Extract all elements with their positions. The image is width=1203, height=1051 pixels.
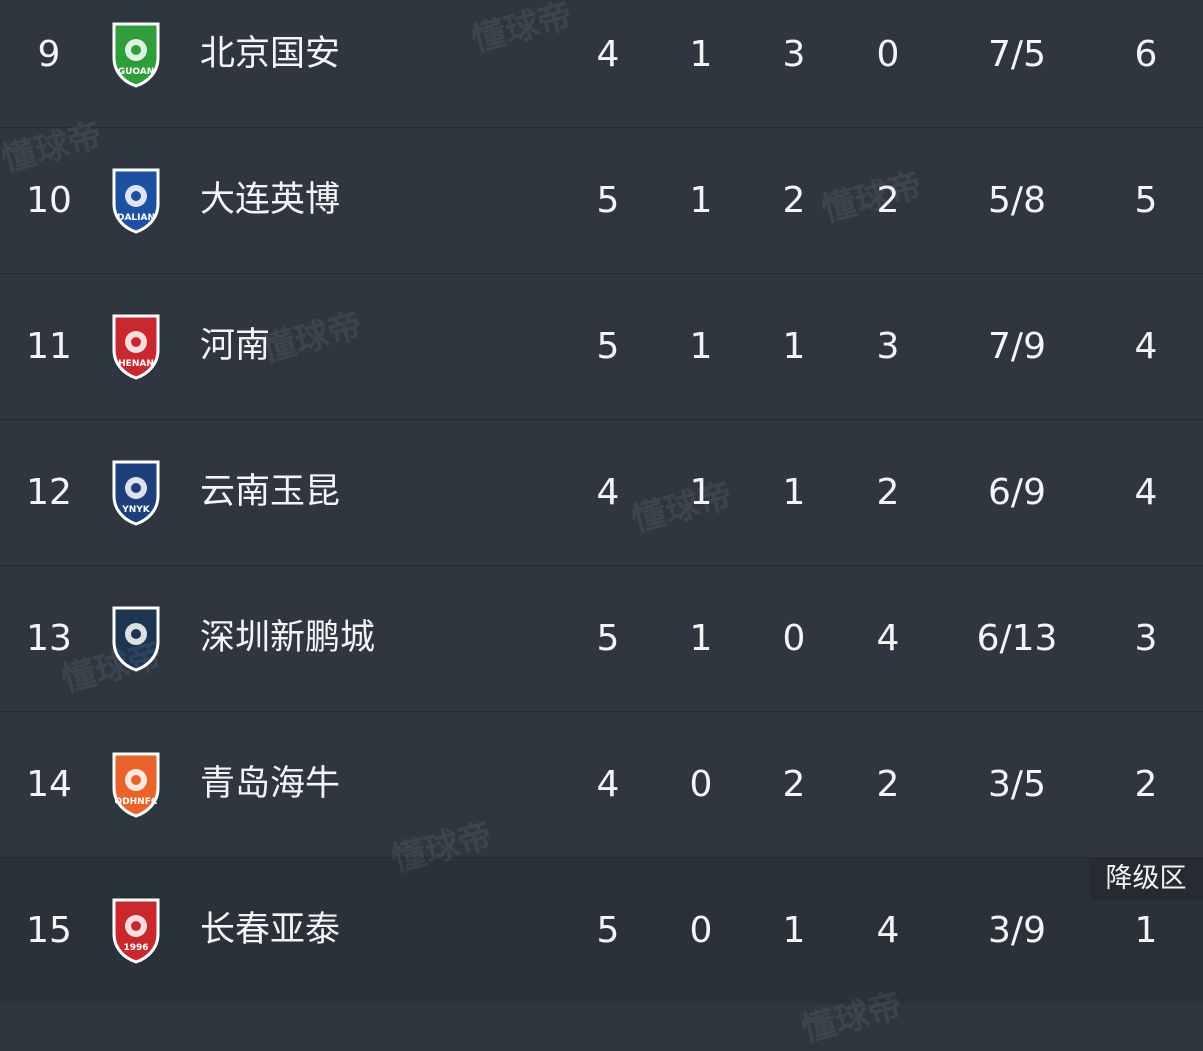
team-name[interactable]: 青岛海牛 [200, 764, 341, 804]
rank-cell: 13 [26, 618, 72, 659]
rank-cell: 10 [26, 180, 72, 221]
won-cell: 0 [689, 764, 713, 805]
team-name[interactable]: 北京国安 [200, 34, 341, 74]
lost-cell: 4 [876, 910, 900, 951]
henan-logo: HENAN [100, 310, 172, 382]
drawn-cell: 1 [782, 910, 806, 951]
won-cell: 1 [689, 180, 713, 221]
played-cell: 5 [596, 180, 620, 221]
team-name[interactable]: 长春亚泰 [200, 910, 341, 950]
drawn-cell: 1 [782, 472, 806, 513]
won-cell: 0 [689, 910, 713, 951]
lost-cell: 2 [876, 180, 900, 221]
rank-cell: 14 [26, 764, 72, 805]
dalian-yingbo-logo: DALIAN [100, 164, 172, 236]
table-row[interactable]: 11 5 1 1 3 7/9 4 河南 HENAN [0, 274, 1203, 420]
won-cell: 1 [689, 618, 713, 659]
table-row[interactable]: 14 4 0 2 2 3/5 2 青岛海牛 QDHNFC [0, 712, 1203, 858]
points-cell: 4 [1134, 326, 1158, 367]
goals-cell: 6/9 [988, 472, 1046, 513]
played-cell: 5 [596, 326, 620, 367]
standings-table: 9 4 1 3 0 7/5 6 北京国安 GUOAN 10 5 1 2 2 5/8 5 大连英博 DALIA… [0, 0, 1203, 1003]
yunnan-yukun-logo: YNYK [100, 456, 172, 528]
logo-text: 1996 [123, 943, 148, 953]
relegation-zone-badge: 降级区 [1089, 858, 1203, 900]
table-row[interactable]: 12 4 1 1 2 6/9 4 云南玉昆 YNYK [0, 420, 1203, 566]
drawn-cell: 2 [782, 764, 806, 805]
drawn-cell: 3 [782, 34, 806, 75]
changchun-yatai-logo: 1996 [100, 894, 172, 966]
qingdao-hainiu-logo: QDHNFC [100, 748, 172, 820]
played-cell: 5 [596, 910, 620, 951]
played-cell: 4 [596, 34, 620, 75]
goals-cell: 3/9 [988, 910, 1046, 951]
goals-cell: 3/5 [988, 764, 1046, 805]
points-cell: 6 [1134, 34, 1158, 75]
logo-text: YNYK [121, 505, 151, 515]
points-cell: 2 [1134, 764, 1158, 805]
drawn-cell: 2 [782, 180, 806, 221]
rank-cell: 15 [26, 910, 72, 951]
logo-text: GUOAN [118, 67, 155, 77]
shenzhen-peng-city-logo [100, 602, 172, 674]
won-cell: 1 [689, 34, 713, 75]
points-cell: 5 [1134, 180, 1158, 221]
goals-cell: 7/5 [988, 34, 1046, 75]
logo-text: QDHNFC [115, 797, 158, 807]
goals-cell: 7/9 [988, 326, 1046, 367]
won-cell: 1 [689, 326, 713, 367]
lost-cell: 4 [876, 618, 900, 659]
table-row[interactable]: 15 5 0 1 4 3/9 1 长春亚泰 1996 [0, 858, 1203, 1003]
table-row[interactable]: 9 4 1 3 0 7/5 6 北京国安 GUOAN [0, 0, 1203, 128]
team-name[interactable]: 深圳新鹏城 [200, 618, 376, 658]
points-cell: 4 [1134, 472, 1158, 513]
lost-cell: 3 [876, 326, 900, 367]
beijing-guoan-logo: GUOAN [100, 18, 172, 90]
played-cell: 5 [596, 618, 620, 659]
lost-cell: 2 [876, 764, 900, 805]
rank-cell: 11 [26, 326, 72, 367]
played-cell: 4 [596, 764, 620, 805]
lost-cell: 0 [876, 34, 900, 75]
rank-cell: 9 [37, 34, 61, 75]
team-name[interactable]: 河南 [200, 326, 271, 366]
table-row[interactable]: 10 5 1 2 2 5/8 5 大连英博 DALIAN [0, 128, 1203, 274]
points-cell: 1 [1134, 910, 1158, 951]
team-name[interactable]: 云南玉昆 [200, 472, 341, 512]
table-row[interactable]: 13 5 1 0 4 6/13 3 深圳新鹏城 [0, 566, 1203, 712]
played-cell: 4 [596, 472, 620, 513]
won-cell: 1 [689, 472, 713, 513]
drawn-cell: 1 [782, 326, 806, 367]
points-cell: 3 [1134, 618, 1158, 659]
lost-cell: 2 [876, 472, 900, 513]
logo-text: HENAN [118, 359, 154, 369]
team-name[interactable]: 大连英博 [200, 180, 341, 220]
goals-cell: 6/13 [976, 618, 1058, 659]
rank-cell: 12 [26, 472, 72, 513]
goals-cell: 5/8 [988, 180, 1046, 221]
drawn-cell: 0 [782, 618, 806, 659]
logo-text: DALIAN [117, 213, 155, 223]
